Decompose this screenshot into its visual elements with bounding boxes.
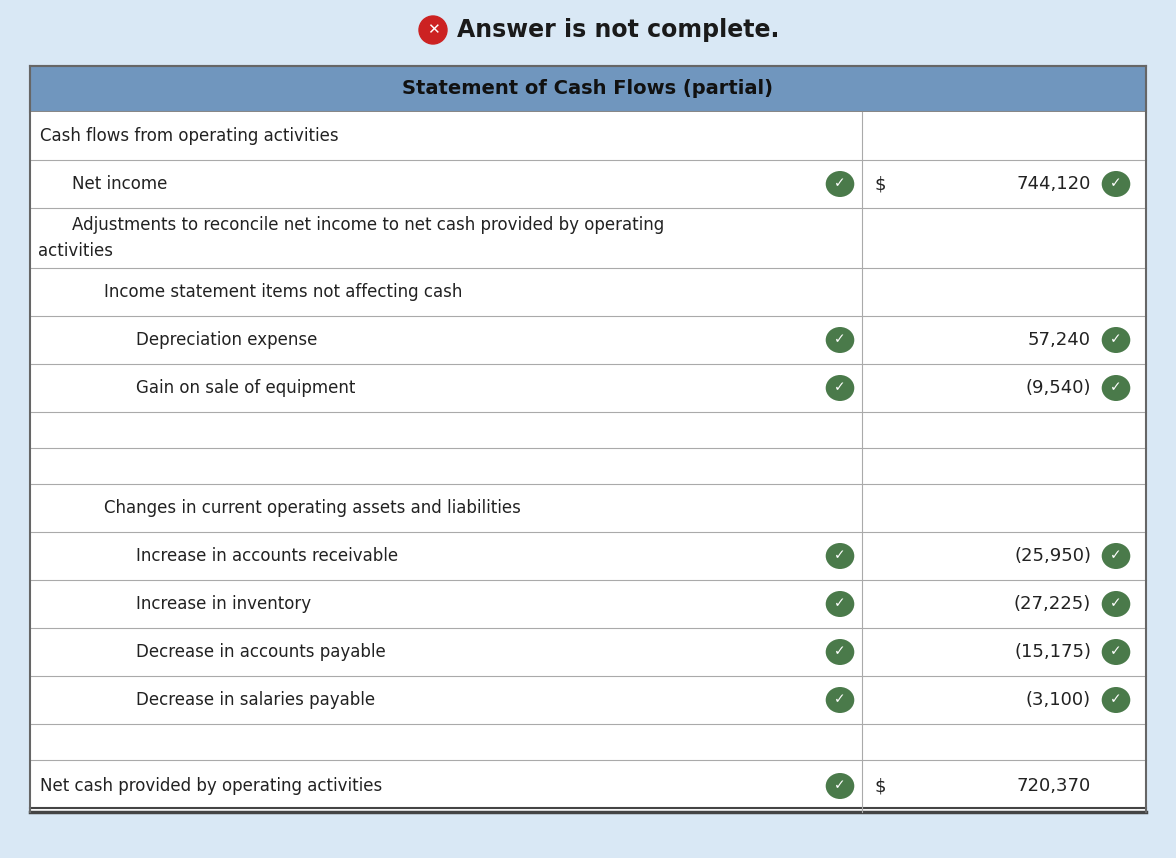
Ellipse shape bbox=[1102, 687, 1130, 713]
Text: ✓: ✓ bbox=[834, 333, 846, 347]
Text: activities: activities bbox=[38, 242, 113, 260]
Text: Cash flows from operating activities: Cash flows from operating activities bbox=[40, 127, 339, 145]
Text: Changes in current operating assets and liabilities: Changes in current operating assets and … bbox=[103, 499, 521, 517]
Text: ✓: ✓ bbox=[834, 778, 846, 793]
Text: (9,540): (9,540) bbox=[1025, 379, 1091, 397]
Text: ✕: ✕ bbox=[427, 22, 440, 37]
Text: Increase in accounts receivable: Increase in accounts receivable bbox=[136, 547, 399, 565]
FancyBboxPatch shape bbox=[31, 66, 1145, 112]
Text: Statement of Cash Flows (partial): Statement of Cash Flows (partial) bbox=[402, 80, 774, 99]
Text: Gain on sale of equipment: Gain on sale of equipment bbox=[136, 379, 355, 397]
Text: ✓: ✓ bbox=[1110, 596, 1122, 611]
Text: Net cash provided by operating activities: Net cash provided by operating activitie… bbox=[40, 777, 382, 795]
Ellipse shape bbox=[826, 687, 854, 713]
Ellipse shape bbox=[826, 375, 854, 401]
FancyBboxPatch shape bbox=[31, 208, 1145, 268]
Ellipse shape bbox=[1102, 543, 1130, 569]
FancyBboxPatch shape bbox=[31, 364, 1145, 412]
Ellipse shape bbox=[826, 171, 854, 197]
Text: 744,120: 744,120 bbox=[1016, 175, 1091, 193]
Ellipse shape bbox=[1102, 591, 1130, 617]
Ellipse shape bbox=[1102, 375, 1130, 401]
Text: ✓: ✓ bbox=[1110, 177, 1122, 190]
Text: ✓: ✓ bbox=[1110, 692, 1122, 706]
Text: (25,950): (25,950) bbox=[1014, 547, 1091, 565]
FancyBboxPatch shape bbox=[31, 112, 1145, 160]
Text: (15,175): (15,175) bbox=[1014, 643, 1091, 661]
FancyBboxPatch shape bbox=[31, 676, 1145, 724]
Ellipse shape bbox=[1102, 639, 1130, 665]
Text: (27,225): (27,225) bbox=[1014, 595, 1091, 613]
Text: Decrease in accounts payable: Decrease in accounts payable bbox=[136, 643, 386, 661]
Text: Net income: Net income bbox=[72, 175, 167, 193]
Text: Adjustments to reconcile net income to net cash provided by operating: Adjustments to reconcile net income to n… bbox=[72, 216, 664, 234]
FancyBboxPatch shape bbox=[31, 580, 1145, 628]
Ellipse shape bbox=[826, 773, 854, 799]
Ellipse shape bbox=[826, 639, 854, 665]
Text: ✓: ✓ bbox=[834, 548, 846, 563]
Ellipse shape bbox=[1102, 171, 1130, 197]
FancyBboxPatch shape bbox=[31, 412, 1145, 448]
Ellipse shape bbox=[826, 543, 854, 569]
FancyBboxPatch shape bbox=[0, 0, 1176, 60]
Text: (3,100): (3,100) bbox=[1025, 691, 1091, 709]
Text: Income statement items not affecting cash: Income statement items not affecting cas… bbox=[103, 283, 462, 301]
Text: ✓: ✓ bbox=[1110, 548, 1122, 563]
Text: ✓: ✓ bbox=[1110, 333, 1122, 347]
Text: ✓: ✓ bbox=[834, 644, 846, 658]
Text: ✓: ✓ bbox=[834, 177, 846, 190]
FancyBboxPatch shape bbox=[31, 448, 1145, 484]
Ellipse shape bbox=[826, 327, 854, 353]
Ellipse shape bbox=[826, 591, 854, 617]
FancyBboxPatch shape bbox=[31, 628, 1145, 676]
FancyBboxPatch shape bbox=[31, 316, 1145, 364]
Text: 720,370: 720,370 bbox=[1017, 777, 1091, 795]
Text: Answer is not complete.: Answer is not complete. bbox=[457, 18, 780, 42]
Text: Increase in inventory: Increase in inventory bbox=[136, 595, 312, 613]
Text: ✓: ✓ bbox=[1110, 644, 1122, 658]
FancyBboxPatch shape bbox=[31, 724, 1145, 760]
Text: $: $ bbox=[874, 777, 886, 795]
FancyBboxPatch shape bbox=[31, 484, 1145, 532]
FancyBboxPatch shape bbox=[31, 760, 1145, 812]
Text: ✓: ✓ bbox=[1110, 380, 1122, 395]
FancyBboxPatch shape bbox=[31, 532, 1145, 580]
Text: ✓: ✓ bbox=[834, 692, 846, 706]
Text: Decrease in salaries payable: Decrease in salaries payable bbox=[136, 691, 375, 709]
Text: $: $ bbox=[874, 175, 886, 193]
FancyBboxPatch shape bbox=[31, 268, 1145, 316]
Text: 57,240: 57,240 bbox=[1028, 331, 1091, 349]
Ellipse shape bbox=[1102, 327, 1130, 353]
FancyBboxPatch shape bbox=[31, 160, 1145, 208]
Text: ✓: ✓ bbox=[834, 380, 846, 395]
Circle shape bbox=[419, 16, 447, 44]
Text: Depreciation expense: Depreciation expense bbox=[136, 331, 318, 349]
Text: ✓: ✓ bbox=[834, 596, 846, 611]
